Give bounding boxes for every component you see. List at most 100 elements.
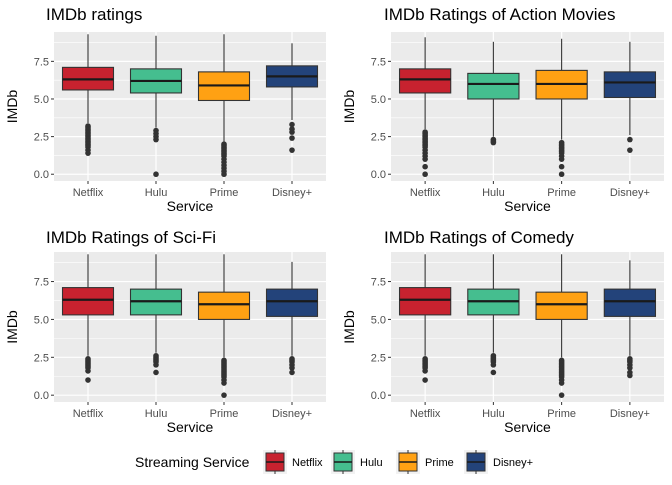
box-iqr [61,287,115,316]
outlier-point [289,129,295,135]
outlier-point [627,147,633,153]
y-tick-label: 2.5 [371,352,386,364]
plot-background [54,32,326,181]
y-tick-label: 5.0 [371,314,386,326]
box-hulu [467,41,520,146]
box-hulu [129,35,183,178]
outlier-point [289,369,295,376]
chart-title: IMDb ratings [46,5,142,24]
y-axis-label: IMDb [341,90,357,124]
outlier-point [558,163,565,170]
outlier-point [627,136,633,143]
box-disneyplus [265,261,319,376]
outlier-point [221,392,227,398]
outlier-point [153,136,159,143]
box-prime [535,38,588,178]
outlier-point [558,171,565,178]
outlier-point [85,368,91,374]
legend-item-label: Prime [425,457,454,469]
x-tick-label: Prime [210,187,239,199]
x-tick-label: Disney+ [610,408,650,420]
y-tick-label: 7.5 [34,56,49,68]
outlier-point [153,362,159,368]
x-tick-label: Netflix [73,408,104,420]
legend-item-netflix: Netflix [263,450,323,474]
box-prime [197,34,251,178]
y-tick-label: 5.0 [34,94,49,106]
y-tick-label: 7.5 [371,56,386,68]
outlier-point [153,171,159,178]
outlier-point [289,135,295,141]
outlier-point [85,377,91,383]
y-tick-label: 0.0 [371,390,386,402]
x-axis-label: Service [167,198,214,214]
legend-item-prime: Prime [396,450,454,474]
outlier-point [422,156,428,162]
outlier-point [221,380,227,386]
box-disneyplus [603,41,657,153]
box-disneyplus [603,260,657,379]
outlier-point [422,377,428,383]
y-axis-label: IMDb [4,90,20,124]
x-tick-label: Hulu [145,187,168,199]
box-prime [197,254,251,398]
chart-panel-4: 0.0 2.5 5.0 7.5 Netflix Hulu Prime Disney+ IMDb … [341,228,664,435]
y-axis-label: IMDb [341,310,357,344]
x-tick-label: Disney+ [272,408,312,420]
x-tick-label: Hulu [482,187,505,199]
outlier-point [422,163,428,170]
x-tick-label: Prime [547,408,576,420]
x-tick-label: Netflix [410,187,441,199]
y-tick-label: 2.5 [371,132,386,144]
box-disneyplus [265,43,319,153]
box-netflix [398,254,452,383]
outlier-point [627,372,633,379]
outlier-point [558,392,565,398]
x-tick-label: Disney+ [272,187,312,199]
chart-title: IMDb Ratings of Comedy [384,228,574,247]
x-tick-label: Prime [210,408,239,420]
box-iqr [398,68,452,94]
outlier-point [289,121,295,128]
legend-item-disneyplus: Disney+ [464,450,533,474]
y-tick-label: 0.0 [371,169,386,181]
box-iqr [603,288,657,317]
outlier-point [221,171,227,178]
box-hulu [467,254,520,376]
legend: Streaming Service Netflix Hulu Prime Disney+ [135,450,533,474]
legend-item-hulu: Hulu [331,450,383,474]
x-axis-label: Service [167,419,214,435]
x-tick-label: Hulu [145,408,168,420]
box-iqr [603,71,657,99]
chart-panel-3: 0.0 2.5 5.0 7.5 Netflix Hulu Prime Disney+ IMDb … [4,228,326,435]
box-iqr [265,288,319,317]
x-tick-label: Netflix [410,408,441,420]
y-tick-label: 2.5 [34,352,49,364]
plot-background [391,252,664,402]
legend-item-label: Hulu [360,457,383,469]
chart-panel-1: 0.0 2.5 5.0 7.5 Netflix Hulu Prime Disney+ IMDb … [4,5,326,214]
x-axis-label: Service [504,419,551,435]
outlier-point [558,156,565,162]
y-tick-label: 2.5 [34,132,49,144]
outlier-point [490,362,497,368]
y-tick-label: 0.0 [34,390,49,402]
legend-title: Streaming Service [135,454,250,470]
chart-panel-2: 0.0 2.5 5.0 7.5 Netflix Hulu Prime Disney+ IMDb … [341,5,664,214]
y-axis-label: IMDb [4,310,20,344]
box-prime [535,254,588,398]
outlier-point [153,369,159,376]
x-axis-label: Service [504,198,551,214]
box-iqr [535,291,588,320]
x-tick-label: Netflix [73,187,104,199]
plot-background [391,32,664,181]
outlier-point [289,365,295,371]
box-iqr [467,72,520,100]
outlier-point [289,147,295,153]
legend-item-label: Netflix [292,457,323,469]
y-tick-label: 5.0 [371,94,386,106]
y-tick-label: 7.5 [34,277,49,289]
plot-background [54,252,326,402]
